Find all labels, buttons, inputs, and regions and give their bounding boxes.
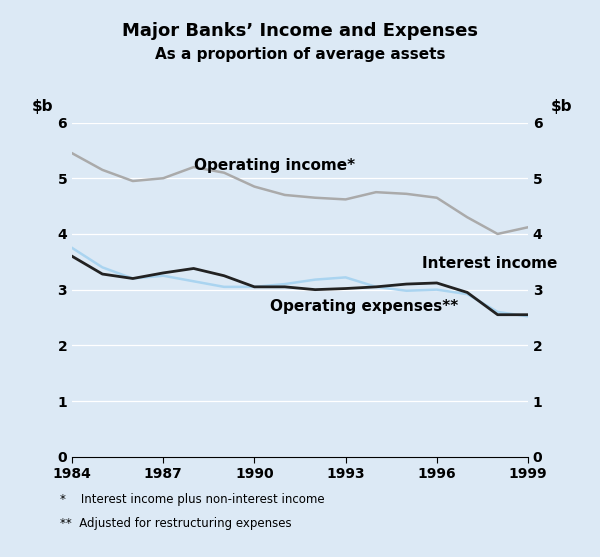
Text: Operating expenses**: Operating expenses**: [269, 299, 458, 314]
Text: Operating income*: Operating income*: [194, 158, 355, 173]
Text: **  Adjusted for restructuring expenses: ** Adjusted for restructuring expenses: [60, 517, 292, 530]
Text: Major Banks’ Income and Expenses: Major Banks’ Income and Expenses: [122, 22, 478, 40]
Text: $b: $b: [550, 99, 572, 114]
Text: $b: $b: [31, 99, 53, 114]
Text: As a proportion of average assets: As a proportion of average assets: [155, 47, 445, 62]
Text: Interest income: Interest income: [422, 256, 557, 271]
Text: *    Interest income plus non-interest income: * Interest income plus non-interest inco…: [60, 493, 325, 506]
